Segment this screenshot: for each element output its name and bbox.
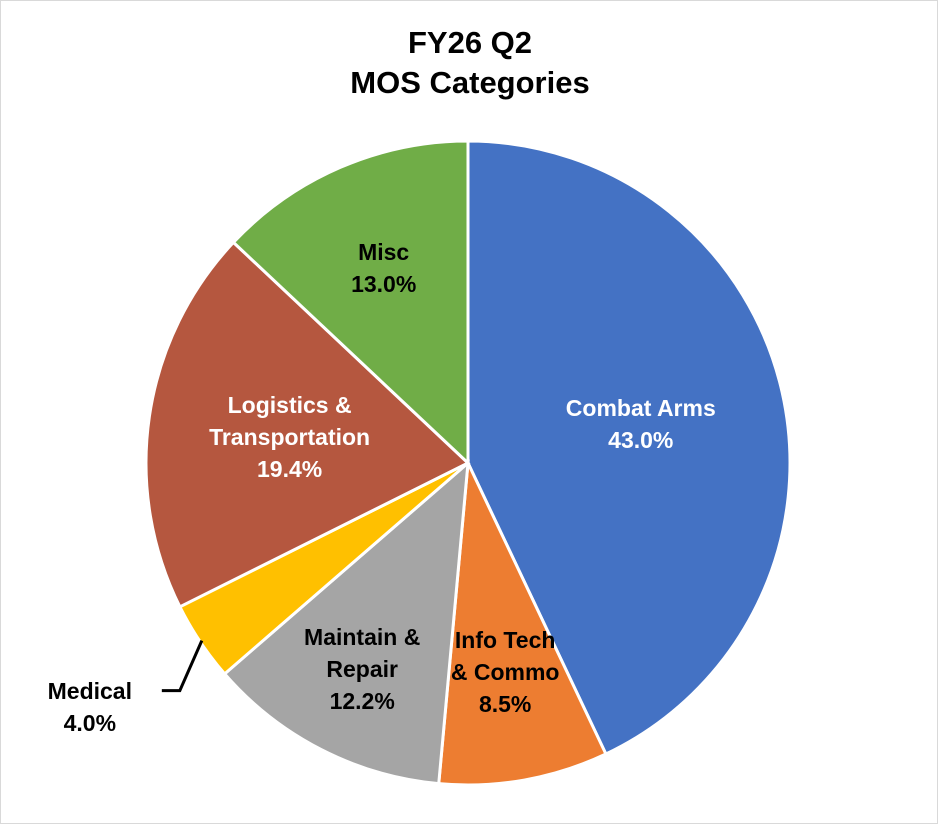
pie-slice [231, 139, 470, 467]
category-label: Combat Arms [565, 395, 716, 422]
value-label: 12.2% [329, 688, 395, 715]
value-label: 13.0% [351, 270, 417, 297]
category-label: Misc [358, 238, 410, 265]
pie-slice [144, 240, 471, 609]
pie-slice [222, 459, 470, 786]
value-label: 19.4% [256, 455, 323, 482]
data-label: Combat Arms 43.0% [531, 392, 751, 456]
category-label: Medical [47, 677, 132, 704]
value-label: 43.0% [608, 427, 674, 454]
chart-title: FY26 Q2 [407, 25, 533, 60]
value-label: 4.0% [63, 709, 117, 736]
value-label: 8.5% [478, 691, 532, 718]
category-label: Maintain & Repair [304, 624, 421, 683]
pie-slice [466, 139, 792, 756]
data-label: Info Tech & Commo 8.5% [450, 624, 560, 720]
data-label: Medical 4.0% [25, 675, 155, 739]
chart-title: MOS Categories [350, 65, 590, 100]
category-label: Logistics & Transportation [209, 391, 371, 450]
category-label: Info Tech & Commo [450, 627, 560, 686]
data-label: Maintain & Repair 12.2% [277, 621, 447, 717]
pie-slice [437, 457, 608, 787]
data-label: Logistics & Transportation 19.4% [175, 389, 405, 485]
leader-line [161, 640, 204, 693]
data-label: Misc 13.0% [324, 236, 444, 300]
